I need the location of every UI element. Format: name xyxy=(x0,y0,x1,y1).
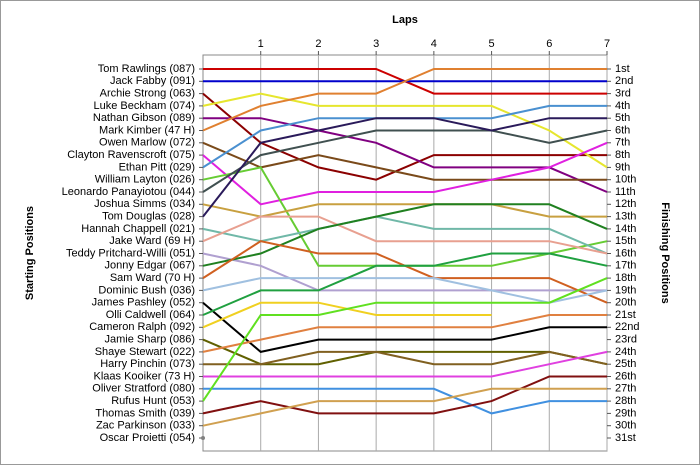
position-line xyxy=(202,252,607,292)
finish-label: 20th xyxy=(615,297,636,309)
finish-label: 21st xyxy=(615,309,636,321)
position-line xyxy=(202,375,607,415)
position-line xyxy=(202,92,608,169)
finish-label: 11th xyxy=(615,186,636,198)
y-tick-label: Mark Kimber (47 H) xyxy=(99,124,195,136)
finish-label: 29th xyxy=(615,407,636,419)
finish-label: 6th xyxy=(615,124,630,136)
y-axis-label: Starting Positions xyxy=(24,206,36,300)
position-line xyxy=(202,301,607,353)
x-tick-label: 6 xyxy=(546,38,552,50)
finish-label: 17th xyxy=(615,260,636,272)
finish-label: 24th xyxy=(615,346,636,358)
finish-label: 14th xyxy=(615,223,636,235)
y-tick-label: Hannah Chappell (021) xyxy=(81,223,195,235)
x-tick-label: 3 xyxy=(373,38,379,50)
y-tick-label: Dominic Bush (036) xyxy=(98,284,195,296)
y-tick-label: Oliver Stratford (080) xyxy=(92,383,195,395)
y-tick-label: William Layton (026) xyxy=(95,174,195,186)
finish-label: 25th xyxy=(615,358,636,370)
x-tick-label: 4 xyxy=(431,38,437,50)
x-axis-label: Laps xyxy=(392,14,418,26)
position-line xyxy=(203,350,608,378)
y-tick-label: Jonny Edgar (067) xyxy=(105,260,196,272)
finish-label: 8th xyxy=(615,149,630,161)
finish-label: 30th xyxy=(615,420,636,432)
position-line xyxy=(202,277,608,304)
position-point xyxy=(201,436,205,440)
finish-label: 4th xyxy=(615,100,630,112)
finish-label: 10th xyxy=(615,174,636,186)
y-tick-label: Shaye Stewart (022) xyxy=(95,346,195,358)
y2-axis-label: Finishing Positions xyxy=(659,202,671,303)
position-line xyxy=(202,117,607,218)
finish-label: 27th xyxy=(615,383,636,395)
position-line xyxy=(202,277,608,402)
position-line xyxy=(202,215,608,255)
y-tick-label: Tom Rawlings (087) xyxy=(98,63,195,75)
finish-label: 13th xyxy=(615,211,636,223)
y-tick-label: Klaas Kooiker (73 H) xyxy=(94,370,196,382)
y-tick-label: Luke Beckham (074) xyxy=(94,100,196,112)
finish-label: 1st xyxy=(615,63,630,75)
x-tick-label: 2 xyxy=(315,38,321,50)
finish-label: 9th xyxy=(615,161,630,173)
finish-label: 12th xyxy=(615,198,636,210)
position-line xyxy=(202,203,607,218)
y-tick-label: Jake Ward (69 H) xyxy=(109,235,195,247)
y-tick-label: James Pashley (052) xyxy=(92,297,195,309)
y-tick-label: Harry Pinchin (073) xyxy=(100,358,195,370)
finish-label: 3rd xyxy=(615,88,631,100)
finish-label: 26th xyxy=(615,370,636,382)
y-tick-label: Teddy Pritchard-Willi (051) xyxy=(66,247,195,259)
y-tick-label: Tom Douglas (028) xyxy=(102,211,195,223)
finish-label: 23rd xyxy=(615,334,637,346)
position-line xyxy=(202,252,608,316)
y-tick-label: Archie Strong (063) xyxy=(100,88,195,100)
position-line xyxy=(202,129,608,193)
position-line xyxy=(202,314,607,353)
position-line xyxy=(203,387,607,415)
y-tick-label: Nathan Gibson (089) xyxy=(93,112,195,124)
y-tick-label: Cameron Ralph (092) xyxy=(89,321,195,333)
finish-label: 7th xyxy=(615,137,630,149)
y-tick-label: Rufus Hunt (053) xyxy=(111,395,195,407)
y-tick-label: Owen Marlow (072) xyxy=(99,137,195,149)
finish-label: 31st xyxy=(615,432,636,444)
y-tick-label: Sam Ward (70 H) xyxy=(110,272,195,284)
position-line xyxy=(202,215,608,255)
finish-label: 19th xyxy=(615,284,636,296)
y-tick-label: Clayton Ravenscroft (075) xyxy=(67,149,195,161)
y-tick-label: Oscar Proietti (054) xyxy=(100,432,195,444)
y-tick-label: Jamie Sharp (086) xyxy=(105,334,196,346)
position-line xyxy=(202,387,607,427)
finish-label: 15th xyxy=(615,235,636,247)
finish-label: 2nd xyxy=(615,75,633,87)
finish-label: 18th xyxy=(615,272,636,284)
x-tick-label: 5 xyxy=(489,38,495,50)
x-tick-label: 1 xyxy=(258,38,264,50)
position-line xyxy=(202,92,607,181)
y-tick-label: Jack Fabby (091) xyxy=(110,75,195,87)
y-tick-label: Thomas Smith (039) xyxy=(95,407,195,419)
position-line xyxy=(203,117,608,193)
y-tick-label: Ethan Pitt (029) xyxy=(119,161,195,173)
finish-label: 5th xyxy=(615,112,630,124)
y-tick-label: Zac Parkinson (033) xyxy=(96,420,195,432)
position-line xyxy=(202,141,608,206)
y-tick-label: Joshua Simms (034) xyxy=(94,198,195,210)
y-tick-label: Leonardo Panayiotou (044) xyxy=(62,186,195,198)
position-line xyxy=(202,203,608,267)
position-line xyxy=(203,350,608,366)
position-line xyxy=(202,68,607,132)
position-line xyxy=(202,141,607,181)
finish-label: 16th xyxy=(615,247,636,259)
finish-label: 22nd xyxy=(615,321,639,333)
y-tick-label: Olli Caldwell (064) xyxy=(106,309,195,321)
x-tick-label: 7 xyxy=(604,38,610,50)
finish-label: 28th xyxy=(615,395,636,407)
position-line xyxy=(202,338,608,366)
